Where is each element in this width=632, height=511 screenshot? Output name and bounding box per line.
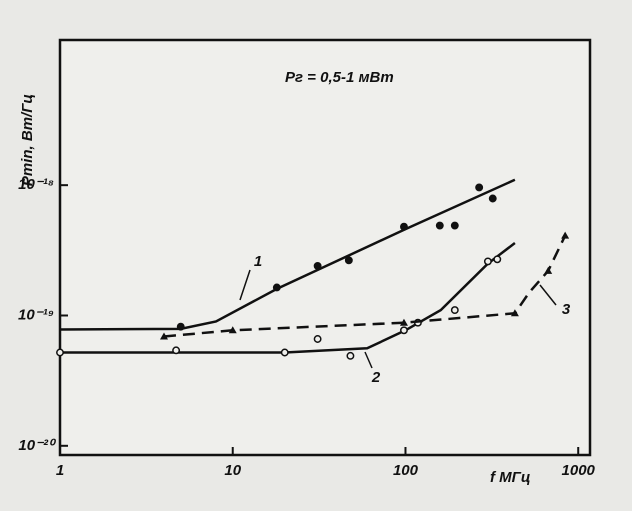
curve-label: 3 xyxy=(562,301,571,318)
label-leader xyxy=(364,351,373,369)
point xyxy=(450,221,459,230)
point xyxy=(475,183,484,192)
x-tick-label: 10 xyxy=(224,462,241,479)
point xyxy=(399,318,408,326)
point xyxy=(56,348,64,357)
point xyxy=(435,221,444,230)
x-tick-label: 1 xyxy=(56,462,64,479)
point xyxy=(172,346,181,355)
x-axis-label: f МГц xyxy=(490,469,531,486)
point xyxy=(346,351,355,360)
y-tick-label: 10⁻¹⁸ xyxy=(18,176,54,193)
y-tick-label: 10⁻¹⁹ xyxy=(18,306,54,323)
point xyxy=(228,326,237,334)
point xyxy=(483,257,492,266)
point xyxy=(160,332,169,340)
point xyxy=(280,348,289,357)
point xyxy=(176,322,185,331)
annotation: Pг = 0,5-1 мВт xyxy=(285,69,394,86)
point xyxy=(313,261,322,270)
label-leader xyxy=(539,284,557,306)
point xyxy=(561,231,570,239)
point xyxy=(313,335,322,343)
point xyxy=(488,194,497,203)
curve-label: 2 xyxy=(371,369,381,386)
point xyxy=(450,306,459,315)
point xyxy=(272,283,281,292)
point xyxy=(544,266,553,274)
curve-label: 1 xyxy=(254,253,262,270)
y-axis-label: Pmin, Вт/Гц xyxy=(19,94,36,186)
y-tick-label: 10⁻²⁰ xyxy=(18,437,57,454)
point xyxy=(493,255,502,264)
point xyxy=(400,222,408,231)
curve xyxy=(59,178,516,331)
label-leader xyxy=(239,269,251,301)
point xyxy=(510,309,519,317)
plot-frame xyxy=(58,38,592,457)
point xyxy=(344,256,353,265)
x-tick-label: 100 xyxy=(393,462,419,479)
point xyxy=(400,326,408,335)
x-tick-label: 1000 xyxy=(562,462,596,479)
